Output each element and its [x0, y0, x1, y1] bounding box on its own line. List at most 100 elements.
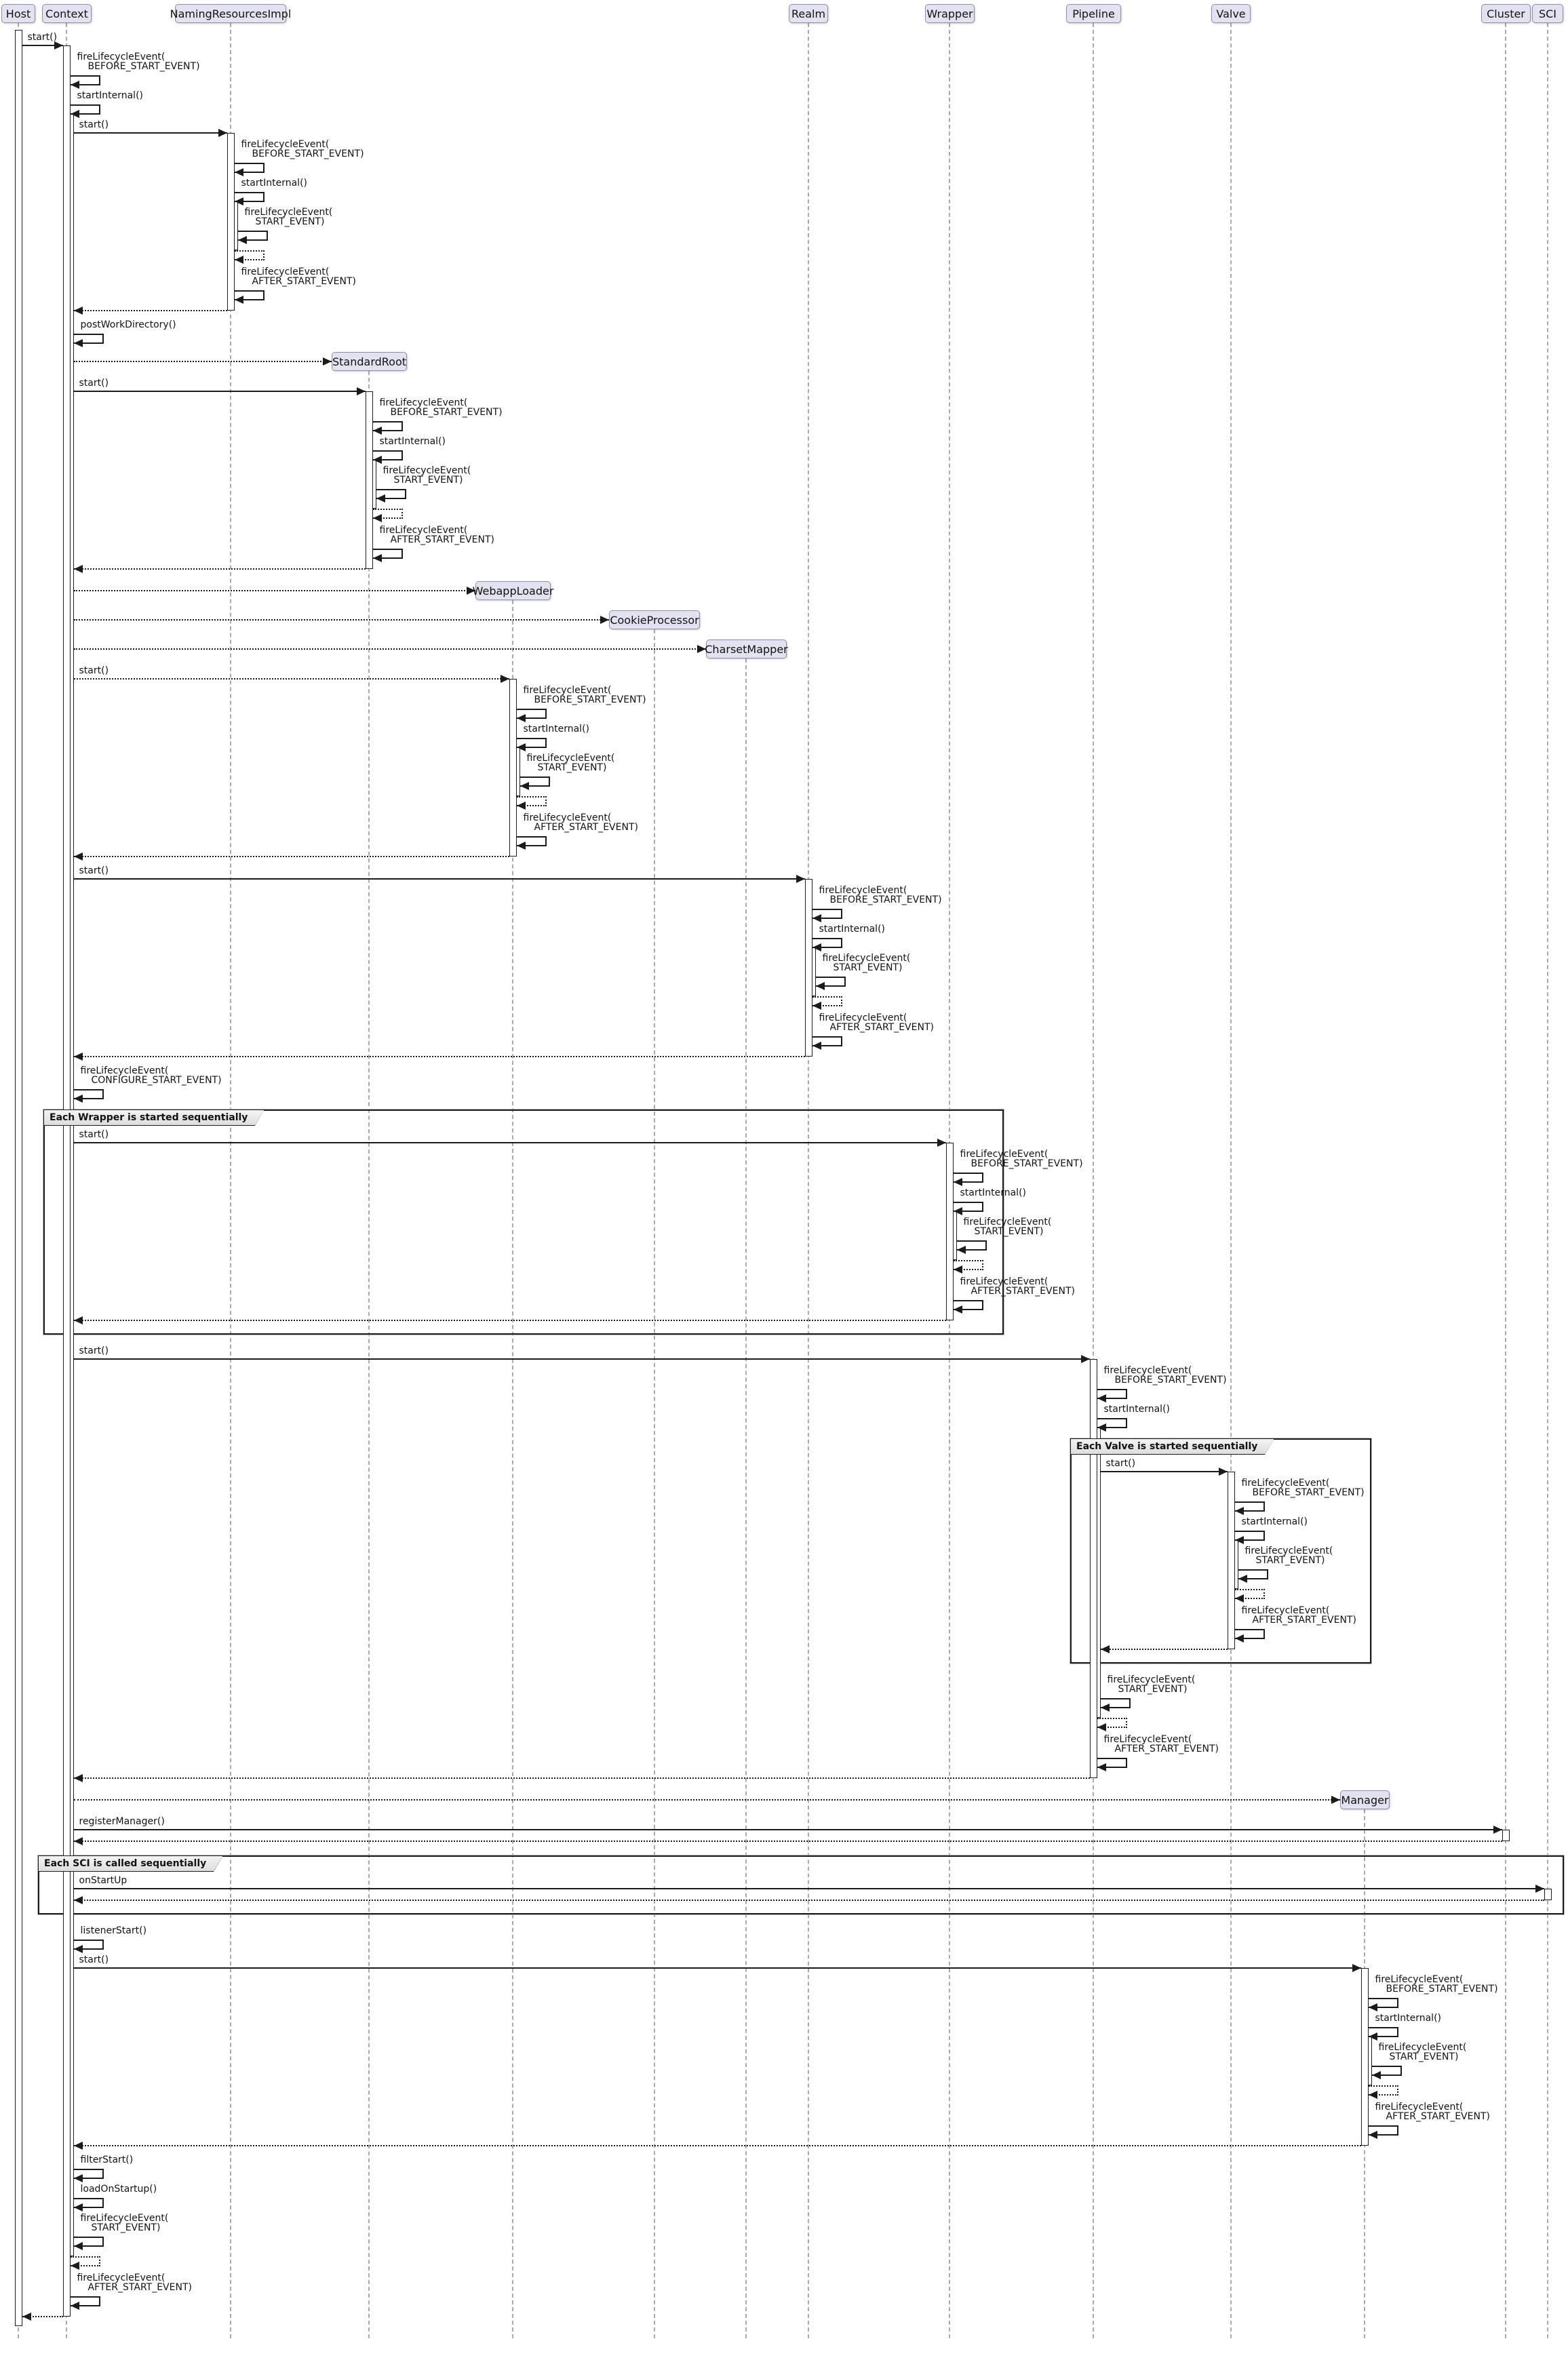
self-call-bracket [234, 163, 264, 173]
participant-realm: Realm [789, 4, 828, 23]
arrowhead-right-icon [54, 41, 63, 50]
participant-host: Host [1, 4, 35, 23]
self-call-bracket [73, 2169, 104, 2179]
create-arrow [73, 361, 332, 362]
arrowhead-left-icon [73, 1837, 83, 1845]
message-label-line: fireLifecycleEvent( [1375, 2102, 1464, 2112]
message-label-line: AFTER_START_EVENT) [252, 276, 356, 287]
message-label-line: fireLifecycleEvent( [77, 52, 165, 62]
create-arrow [73, 619, 609, 621]
message-label-line: BEFORE_START_EVENT) [1252, 1487, 1365, 1498]
message-label-line: AFTER_START_EVENT) [1252, 1615, 1356, 1626]
self-call-bracket [73, 334, 104, 344]
arrowhead-left-icon [1100, 1645, 1110, 1653]
self-call-bracket [376, 489, 406, 499]
self-call-bracket [234, 250, 264, 260]
lifeline-webapploader [512, 600, 513, 2338]
self-call-bracket [73, 1940, 104, 1950]
arrowhead-left-icon [70, 81, 79, 89]
message-label-line: start() [79, 378, 109, 389]
arrowhead-left-icon [73, 2203, 83, 2211]
self-call-label: startInternal() [77, 91, 144, 100]
call-arrow [73, 878, 805, 880]
message-label-line: fireLifecycleEvent( [1244, 1546, 1333, 1556]
call-label: registerManager() [79, 1817, 165, 1826]
arrowhead-left-icon [70, 2302, 79, 2310]
call-arrow [1100, 1471, 1228, 1472]
call-arrow [73, 1967, 1361, 1969]
arrowhead-left-icon [953, 1305, 962, 1314]
message-label-line: fireLifecycleEvent( [819, 1012, 907, 1023]
message-label-line: fireLifecycleEvent( [526, 753, 615, 764]
activation-sci [1544, 1889, 1552, 1900]
arrowhead-left-icon [22, 2313, 31, 2321]
arrowhead-left-icon [70, 2262, 79, 2270]
self-call-label: fireLifecycleEvent(AFTER_START_EVENT) [77, 2273, 192, 2292]
call-arrow [73, 1142, 946, 1143]
participant-naming: NamingResourcesImpl [170, 4, 291, 23]
arrowhead-left-icon [73, 1316, 83, 1324]
create-arrow [73, 648, 706, 650]
message-label-line: registerManager() [79, 1816, 165, 1827]
self-call-label: loadOnStartup() [81, 2184, 157, 2194]
message-label-line: startInternal() [241, 178, 308, 189]
arrowhead-left-icon [956, 1246, 966, 1254]
self-call-bracket [372, 450, 403, 460]
message-label-line: fireLifecycleEvent( [1378, 2042, 1467, 2053]
self-call-label: fireLifecycleEvent(START_EVENT) [527, 753, 615, 772]
call-arrow [73, 1358, 1090, 1360]
message-label-line: BEFORE_START_EVENT) [87, 61, 200, 72]
return-arrow [73, 1777, 1090, 1779]
arrowhead-left-icon [1368, 2003, 1377, 2011]
lifeline-pipeline [1093, 23, 1094, 2338]
arrowhead-right-icon [697, 645, 706, 653]
return-arrow [73, 2145, 1361, 2146]
self-call-bracket [372, 509, 403, 519]
self-call-bracket [1097, 1389, 1127, 1399]
arrowhead-left-icon [1097, 1763, 1106, 1771]
message-label-line: fireLifecycleEvent( [963, 1217, 1052, 1227]
message-label-line: start() [79, 1129, 109, 1140]
arrowhead-right-icon [467, 587, 475, 595]
arrowhead-left-icon [1234, 1507, 1244, 1515]
call-label: onStartUp [79, 1876, 128, 1885]
self-call-label: fireLifecycleEvent(START_EVENT) [964, 1217, 1052, 1236]
message-label-line: START_EVENT) [537, 762, 607, 773]
self-call-label: startInternal() [819, 924, 886, 934]
arrowhead-left-icon [1234, 1634, 1244, 1643]
message-label-line: BEFORE_START_EVENT) [971, 1158, 1083, 1169]
self-call-bracket [812, 909, 842, 919]
self-call-bracket [516, 709, 547, 719]
arrowhead-right-icon [218, 129, 227, 137]
call-label: start() [28, 33, 58, 42]
arrowhead-left-icon [516, 743, 526, 751]
activation-naming [227, 133, 235, 311]
self-call-bracket [1368, 1998, 1398, 2008]
message-label-line: startInternal() [379, 436, 446, 447]
message-label-line: start() [79, 1954, 109, 1965]
message-label-line: startInternal() [960, 1187, 1027, 1198]
self-call-label: fireLifecycleEvent(AFTER_START_EVENT) [380, 526, 494, 545]
message-label-line: AFTER_START_EVENT) [1386, 2111, 1490, 2122]
message-label-line: start() [79, 865, 109, 876]
message-label-line: loadOnStartup() [80, 2184, 157, 2195]
arrowhead-left-icon [73, 339, 83, 347]
self-call-bracket [516, 836, 547, 846]
arrowhead-left-icon [1234, 1536, 1244, 1544]
frame-sci_loop [37, 1855, 1565, 1915]
return-arrow [22, 2316, 63, 2317]
message-label-line: fireLifecycleEvent( [241, 139, 330, 150]
message-label-line: start() [79, 119, 109, 130]
message-label-line: start() [1105, 1458, 1136, 1469]
arrowhead-left-icon [73, 1095, 83, 1103]
arrowhead-left-icon [73, 1774, 83, 1782]
activation-host [15, 30, 22, 2326]
message-label-line: START_EVENT) [1255, 1555, 1325, 1566]
arrowhead-right-icon [1352, 1964, 1361, 1972]
participant-charsetmapper: CharsetMapper [705, 640, 788, 658]
self-call-bracket [73, 2198, 104, 2208]
participant-webapploader: WebappLoader [473, 581, 553, 600]
message-label-line: BEFORE_START_EVENT) [829, 894, 942, 905]
participant-cluster: Cluster [1481, 4, 1531, 23]
